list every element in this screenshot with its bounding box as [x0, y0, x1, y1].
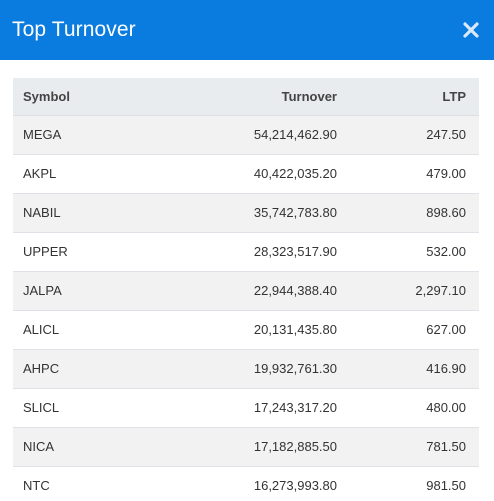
table-row[interactable]: AKPL 40,422,035.20 479.00	[13, 154, 479, 194]
cell-symbol: SLICL	[13, 388, 153, 428]
table-header: Symbol Turnover LTP	[13, 78, 479, 116]
table-row[interactable]: UPPER 28,323,517.90 532.00	[13, 232, 479, 272]
table-row[interactable]: MEGA 54,214,462.90 247.50	[13, 115, 479, 155]
cell-ltp: 627.00	[347, 310, 479, 350]
cell-ltp: 2,297.10	[347, 271, 479, 311]
cell-symbol: ALICL	[13, 310, 153, 350]
cell-turnover: 17,182,885.50	[153, 427, 347, 467]
table-row[interactable]: AHPC 19,932,761.30 416.90	[13, 349, 479, 389]
cell-symbol: NICA	[13, 427, 153, 467]
cell-ltp: 898.60	[347, 193, 479, 233]
cell-ltp: 981.50	[347, 466, 479, 501]
cell-turnover: 16,273,993.80	[153, 466, 347, 501]
cell-ltp: 416.90	[347, 349, 479, 389]
close-icon[interactable]	[462, 21, 480, 39]
modal-title: Top Turnover	[12, 18, 136, 41]
column-header-turnover[interactable]: Turnover	[153, 78, 347, 116]
table-row[interactable]: SLICL 17,243,317.20 480.00	[13, 388, 479, 428]
cell-ltp: 247.50	[347, 115, 479, 155]
cell-turnover: 17,243,317.20	[153, 388, 347, 428]
cell-turnover: 20,131,435.80	[153, 310, 347, 350]
table-header-row: Symbol Turnover LTP	[13, 78, 479, 116]
table-body: MEGA 54,214,462.90 247.50 AKPL 40,422,03…	[13, 115, 479, 501]
cell-symbol: NTC	[13, 466, 153, 501]
cell-ltp: 479.00	[347, 154, 479, 194]
column-header-symbol[interactable]: Symbol	[13, 78, 153, 116]
table-row[interactable]: NTC 16,273,993.80 981.50	[13, 466, 479, 501]
cell-symbol: MEGA	[13, 115, 153, 155]
cell-symbol: UPPER	[13, 232, 153, 272]
table-row[interactable]: NICA 17,182,885.50 781.50	[13, 427, 479, 467]
cell-turnover: 19,932,761.30	[153, 349, 347, 389]
cell-turnover: 40,422,035.20	[153, 154, 347, 194]
table-row[interactable]: NABIL 35,742,783.80 898.60	[13, 193, 479, 233]
cell-symbol: AHPC	[13, 349, 153, 389]
cell-symbol: AKPL	[13, 154, 153, 194]
cell-turnover: 35,742,783.80	[153, 193, 347, 233]
cell-symbol: JALPA	[13, 271, 153, 311]
cell-ltp: 532.00	[347, 232, 479, 272]
cell-turnover: 22,944,388.40	[153, 271, 347, 311]
turnover-table: Symbol Turnover LTP MEGA 54,214,462.90 2…	[13, 78, 479, 501]
table-row[interactable]: JALPA 22,944,388.40 2,297.10	[13, 271, 479, 311]
cell-turnover: 54,214,462.90	[153, 115, 347, 155]
cell-symbol: NABIL	[13, 193, 153, 233]
modal-header: Top Turnover	[0, 0, 494, 60]
column-header-ltp[interactable]: LTP	[347, 78, 479, 116]
modal-body: Symbol Turnover LTP MEGA 54,214,462.90 2…	[0, 60, 494, 501]
cell-ltp: 781.50	[347, 427, 479, 467]
cell-turnover: 28,323,517.90	[153, 232, 347, 272]
cell-ltp: 480.00	[347, 388, 479, 428]
table-row[interactable]: ALICL 20,131,435.80 627.00	[13, 310, 479, 350]
